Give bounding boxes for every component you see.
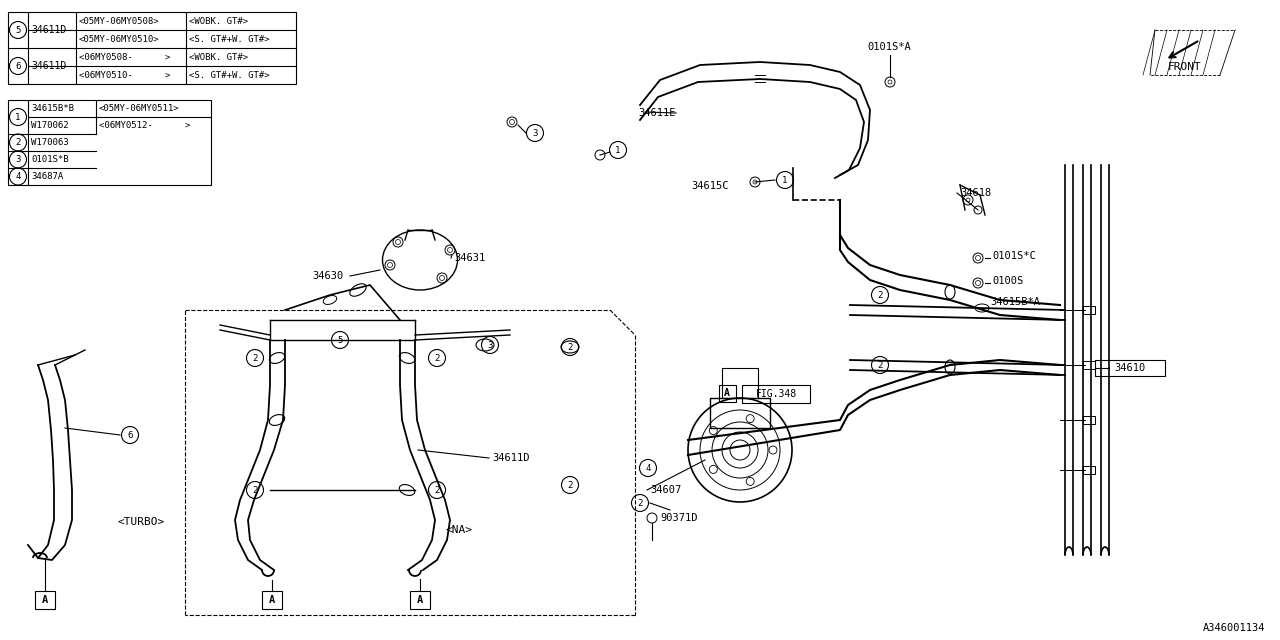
Bar bbox=[1083, 416, 1094, 424]
Text: 2: 2 bbox=[567, 481, 572, 490]
Bar bbox=[262, 591, 282, 609]
Text: 34611D: 34611D bbox=[31, 61, 67, 71]
Text: 6: 6 bbox=[15, 61, 20, 70]
Text: 2: 2 bbox=[434, 486, 440, 495]
Text: 0101S*C: 0101S*C bbox=[992, 251, 1036, 261]
Text: W170062: W170062 bbox=[31, 121, 69, 130]
Bar bbox=[742, 385, 810, 403]
Text: 1: 1 bbox=[782, 175, 787, 184]
Text: 34631: 34631 bbox=[454, 253, 485, 263]
Text: 3: 3 bbox=[532, 129, 538, 138]
Text: A: A bbox=[42, 595, 49, 605]
Text: <WOBK. GT#>: <WOBK. GT#> bbox=[189, 17, 248, 26]
Text: FIG.348: FIG.348 bbox=[755, 389, 796, 399]
Text: A: A bbox=[724, 388, 730, 398]
Text: 34607: 34607 bbox=[650, 485, 681, 495]
Text: 6: 6 bbox=[127, 431, 133, 440]
Text: 1: 1 bbox=[616, 145, 621, 154]
Bar bbox=[710, 398, 771, 428]
Bar bbox=[719, 385, 736, 402]
Text: 5: 5 bbox=[15, 26, 20, 35]
Text: 1: 1 bbox=[15, 113, 20, 122]
Text: A: A bbox=[417, 595, 424, 605]
Bar bbox=[1083, 306, 1094, 314]
Text: FRONT: FRONT bbox=[1169, 62, 1202, 72]
Text: 34611E: 34611E bbox=[637, 108, 676, 118]
Text: A346001134: A346001134 bbox=[1202, 623, 1265, 633]
Text: 3: 3 bbox=[15, 155, 20, 164]
Text: 5: 5 bbox=[338, 335, 343, 344]
Text: 34615B*A: 34615B*A bbox=[989, 297, 1039, 307]
Bar bbox=[1094, 360, 1165, 376]
Text: <NA>: <NA> bbox=[445, 525, 472, 535]
Text: <S. GT#+W. GT#>: <S. GT#+W. GT#> bbox=[189, 70, 270, 79]
Text: 34611D: 34611D bbox=[492, 453, 530, 463]
Bar bbox=[35, 591, 55, 609]
Text: <06MY0508-      >: <06MY0508- > bbox=[79, 52, 170, 61]
Text: 3: 3 bbox=[488, 340, 493, 349]
Text: 0101S*B: 0101S*B bbox=[31, 155, 69, 164]
Bar bbox=[1083, 466, 1094, 474]
Bar bbox=[410, 591, 430, 609]
Text: <05MY-06MY0511>: <05MY-06MY0511> bbox=[99, 104, 179, 113]
Bar bbox=[8, 100, 211, 185]
Text: 2: 2 bbox=[434, 353, 440, 362]
Text: <05MY-06MY0510>: <05MY-06MY0510> bbox=[79, 35, 160, 44]
Text: 2: 2 bbox=[637, 499, 643, 508]
Text: 34615C: 34615C bbox=[691, 181, 728, 191]
Bar bbox=[722, 368, 758, 398]
Text: 34611D: 34611D bbox=[31, 25, 67, 35]
Text: 2: 2 bbox=[252, 353, 257, 362]
Text: <05MY-06MY0508>: <05MY-06MY0508> bbox=[79, 17, 160, 26]
Text: W170063: W170063 bbox=[31, 138, 69, 147]
Text: <S. GT#+W. GT#>: <S. GT#+W. GT#> bbox=[189, 35, 270, 44]
Text: 2: 2 bbox=[567, 342, 572, 351]
Text: <WOBK. GT#>: <WOBK. GT#> bbox=[189, 52, 248, 61]
Bar bbox=[1083, 361, 1094, 369]
Text: <06MY0510-      >: <06MY0510- > bbox=[79, 70, 170, 79]
Text: 34618: 34618 bbox=[960, 188, 991, 198]
Text: 90371D: 90371D bbox=[660, 513, 698, 523]
Text: <TURBO>: <TURBO> bbox=[118, 517, 165, 527]
Text: 0101S*A: 0101S*A bbox=[867, 42, 911, 52]
Text: A: A bbox=[269, 595, 275, 605]
Text: 2: 2 bbox=[877, 291, 883, 300]
Text: <06MY0512-      >: <06MY0512- > bbox=[99, 121, 191, 130]
Text: 0100S: 0100S bbox=[992, 276, 1023, 286]
Text: 2: 2 bbox=[877, 360, 883, 369]
Text: 34687A: 34687A bbox=[31, 172, 63, 181]
Text: 34615B*B: 34615B*B bbox=[31, 104, 74, 113]
Bar bbox=[8, 12, 296, 84]
Text: 34610: 34610 bbox=[1115, 363, 1146, 373]
Text: 4: 4 bbox=[15, 172, 20, 181]
Text: 34630: 34630 bbox=[312, 271, 343, 281]
Text: 2: 2 bbox=[15, 138, 20, 147]
Text: 4: 4 bbox=[645, 463, 650, 472]
Text: 2: 2 bbox=[252, 486, 257, 495]
